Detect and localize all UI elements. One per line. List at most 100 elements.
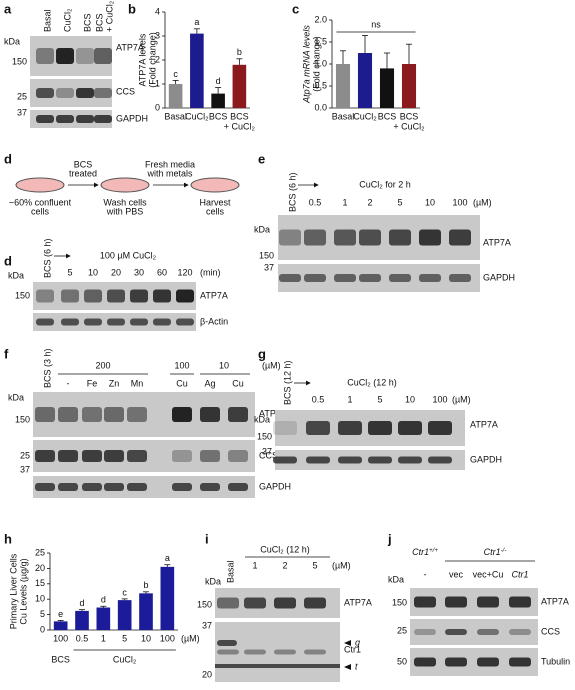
panel-label: d — [4, 151, 12, 166]
lane-label: Basal — [225, 560, 235, 583]
marker: 25 — [17, 91, 27, 101]
kda: kDa — [254, 414, 270, 424]
x-tick-label: Basal — [164, 111, 187, 121]
x-tick-label: 10 — [141, 633, 151, 643]
significance-letter: d — [216, 76, 221, 86]
dose: 5 — [397, 197, 402, 207]
dose: 20 — [111, 267, 121, 277]
band — [76, 115, 94, 123]
y-axis-label: (Fold change) — [311, 36, 321, 92]
band — [509, 657, 531, 667]
bar — [139, 593, 153, 630]
band — [104, 407, 124, 422]
x-tick-label: BCS — [378, 111, 397, 121]
unit: (µM) — [452, 394, 471, 404]
marker: 150 — [15, 414, 30, 424]
band — [94, 115, 112, 123]
group-label: BCS — [51, 654, 70, 664]
band — [244, 649, 266, 655]
band — [35, 483, 55, 491]
dose: 10 — [88, 267, 98, 277]
significance-letter: a — [165, 553, 170, 563]
band-label: ATP7A — [483, 237, 511, 247]
band — [273, 421, 297, 435]
significance-letter: d — [79, 598, 84, 608]
band — [334, 274, 356, 282]
lane-label: vec — [449, 569, 464, 579]
y-tick-label: 0.5 — [314, 80, 327, 90]
y-axis-label: Primary Liver Cells — [8, 553, 18, 629]
band — [509, 629, 531, 635]
band — [368, 421, 392, 435]
marker: 150 — [392, 597, 407, 607]
band — [279, 274, 301, 282]
lane-label: Cu — [232, 378, 244, 388]
blot — [215, 622, 340, 682]
lane-label: BCS — [94, 13, 104, 32]
band — [228, 407, 248, 422]
band-label: β-Actin — [200, 316, 228, 326]
band — [56, 88, 74, 98]
marker: 25 — [20, 450, 30, 460]
band — [215, 664, 340, 668]
band — [130, 318, 148, 326]
y-tick-label: 4 — [155, 6, 160, 16]
gene: Ctr1 — [412, 547, 429, 557]
bar — [168, 84, 183, 108]
x-tick-label: + CuCl₂ — [393, 121, 425, 131]
x-tick-label: 5 — [122, 633, 127, 643]
band — [228, 483, 248, 491]
marker: 37 — [202, 620, 212, 630]
band — [172, 407, 192, 422]
band — [334, 229, 356, 246]
lane-label: Basal — [42, 9, 52, 32]
bar — [96, 607, 111, 630]
band — [477, 629, 499, 635]
marker: 37 — [20, 464, 30, 474]
unit: (µM) — [332, 560, 351, 570]
x-tick-label: BCS — [400, 111, 419, 121]
band — [279, 229, 301, 246]
x-tick-label: CuCl₂ — [353, 111, 377, 121]
y-tick-label: 25 — [35, 547, 45, 557]
band — [274, 649, 296, 655]
band — [107, 318, 125, 326]
header: CuCl₂ (12 h) — [260, 544, 310, 554]
x-tick-label: BCS — [230, 111, 249, 121]
band — [398, 456, 422, 464]
band — [217, 597, 239, 609]
band — [414, 629, 436, 635]
band — [338, 456, 362, 464]
step: with metals — [146, 168, 193, 178]
group: 100 — [174, 360, 189, 370]
band — [172, 483, 192, 491]
band — [389, 229, 411, 246]
bar — [75, 610, 89, 630]
header: 100 µM CuCl₂ — [100, 250, 157, 260]
note: ns — [371, 19, 381, 29]
band — [304, 274, 326, 282]
band — [428, 421, 452, 435]
band — [273, 456, 297, 464]
band — [217, 640, 237, 646]
arrowhead — [344, 640, 351, 646]
band-label: GAPDH — [483, 272, 515, 282]
dose: 0.5 — [309, 197, 322, 207]
band — [304, 597, 326, 609]
allele: -/- — [501, 548, 507, 554]
band-label: ATP7A — [344, 597, 372, 607]
band — [445, 596, 467, 608]
band — [56, 48, 74, 64]
bar — [335, 64, 351, 108]
x-tick-label: 1 — [101, 633, 106, 643]
bar — [53, 621, 68, 630]
band-label: ATP7A — [116, 42, 144, 52]
band — [127, 450, 147, 462]
band — [228, 450, 248, 462]
dose: 0.5 — [312, 394, 325, 404]
kda: kDa — [8, 270, 24, 280]
significance-letter: a — [194, 17, 199, 27]
band-label: Tubulin — [541, 656, 570, 666]
panel-label: h — [4, 531, 12, 546]
band — [176, 318, 194, 326]
